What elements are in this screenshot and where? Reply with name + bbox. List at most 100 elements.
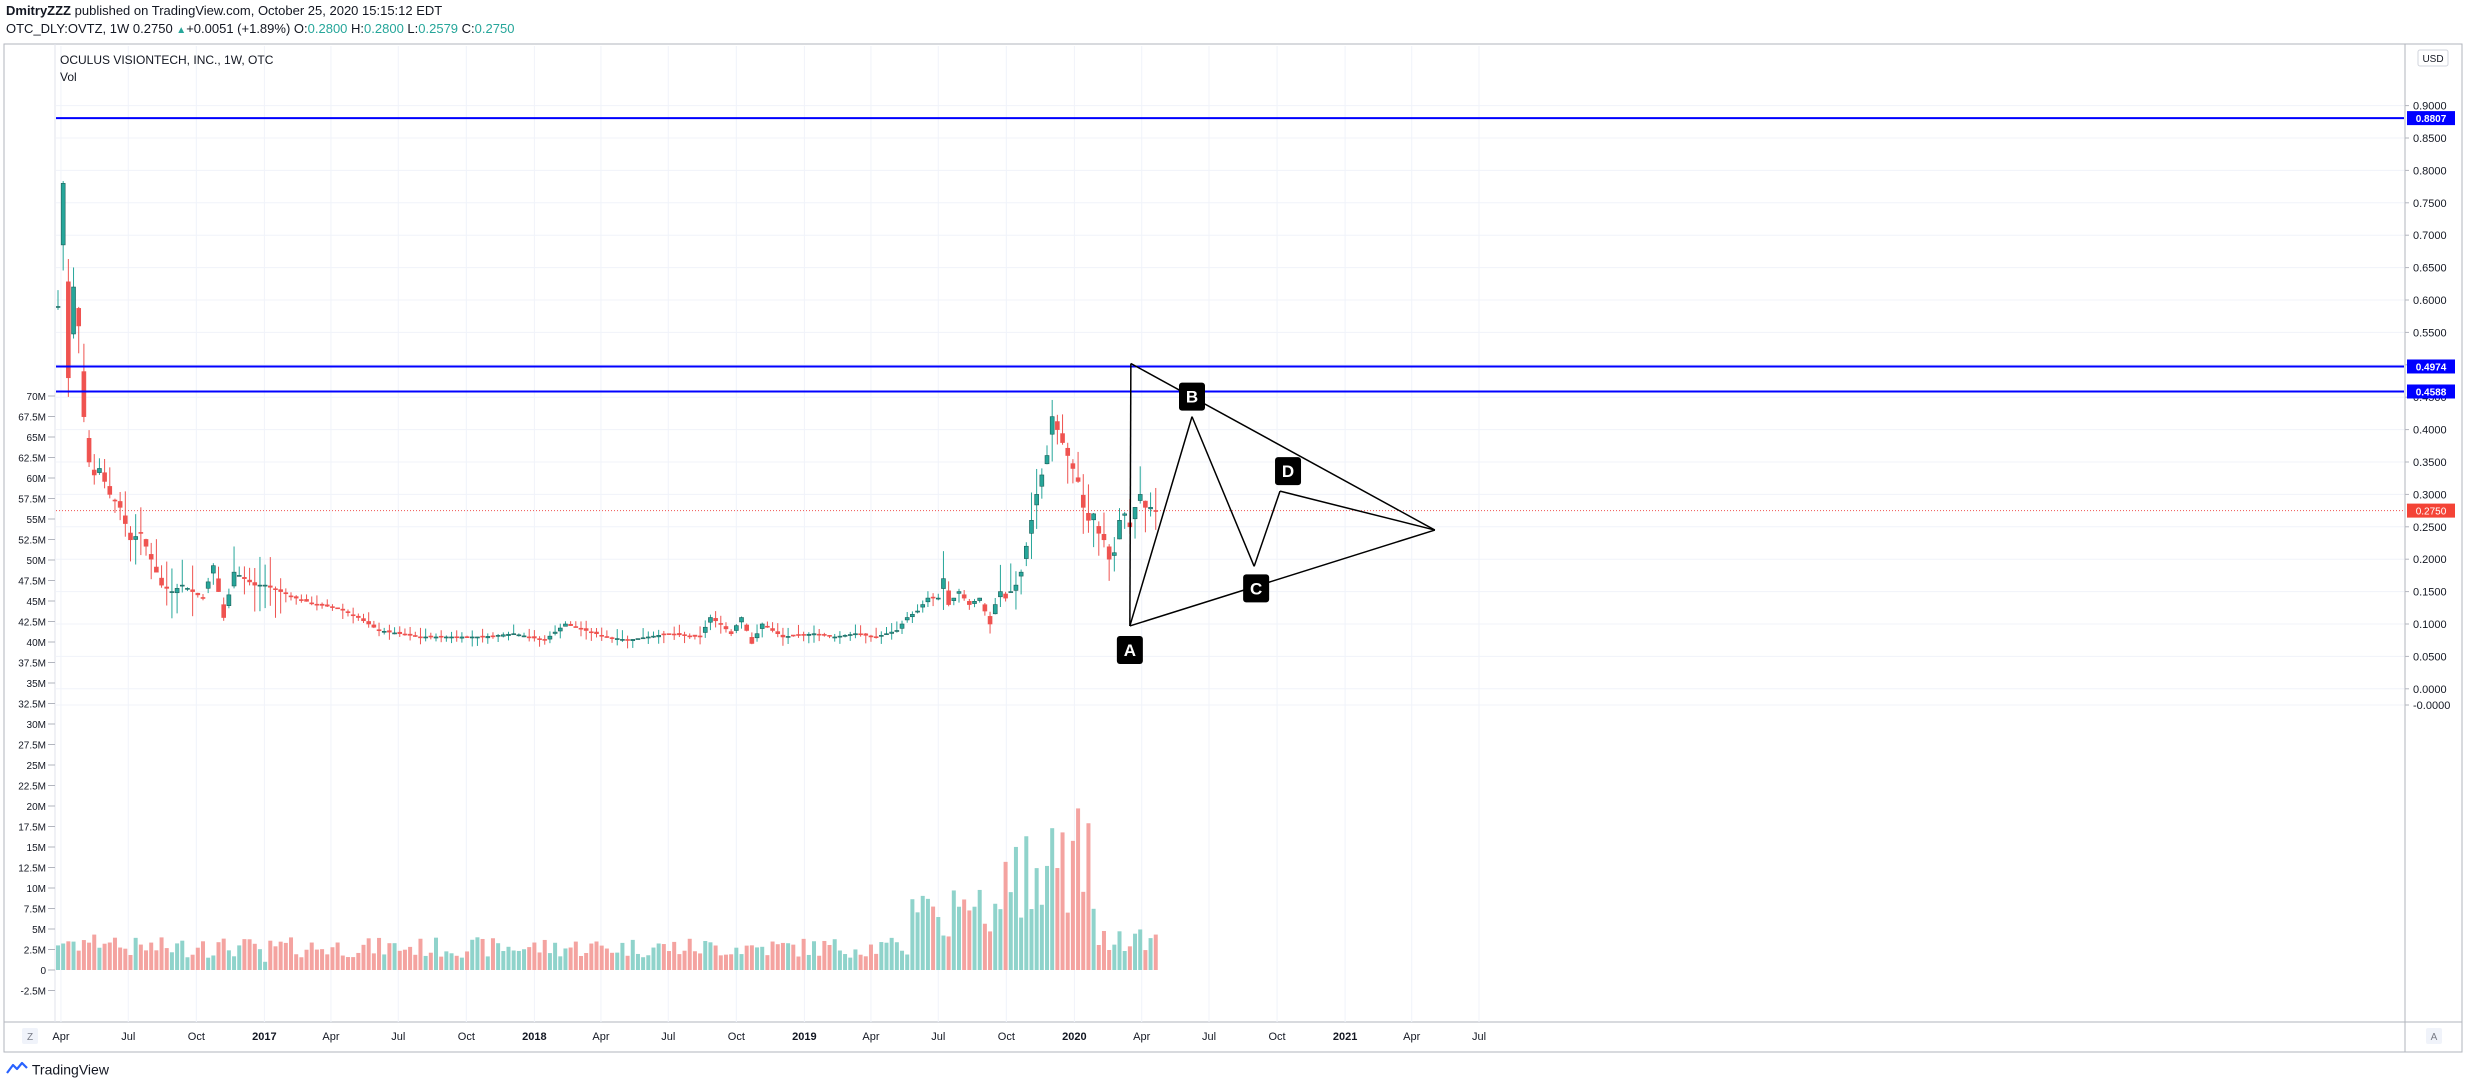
pattern-point-label: A [1124,641,1136,660]
time-tick-label: Jul [931,1031,945,1043]
candle [1070,459,1076,484]
volume-tick-label: 42.5M [18,618,46,629]
volume-bar [894,942,899,970]
volume-bar [931,906,936,970]
price-tick-label: 0.7500 [2413,198,2447,210]
volume-bar [345,957,350,970]
price-tick-label: 0.2000 [2413,554,2447,566]
volume-bar [133,937,138,970]
last-price-label: 0.2750 [2416,507,2447,518]
pattern-point-marker[interactable] [1116,635,1143,664]
candle [801,631,806,642]
volume-bar [610,952,615,970]
candle [713,611,718,628]
volume-bar [247,939,252,970]
pattern-line[interactable] [1129,529,1436,627]
abcd-pattern[interactable]: A B C D [1116,362,1436,664]
volume-bar [941,935,946,970]
volume-tick-label: 0 [40,966,46,977]
volume-bar [1091,908,1096,970]
zoom-button[interactable] [22,1028,38,1044]
candle [56,290,61,310]
time-axis[interactable]: Apr Jul Oct 2017 Apr Jul Oct 2018 Apr Jul Oct 2019 A… [52,1031,1486,1043]
candle [278,578,283,614]
volume-tick-label: 65M [27,433,46,444]
candle [604,630,610,638]
last-price-label-bg [2407,503,2455,518]
candle [992,598,998,615]
horizontal-lines[interactable] [56,117,2404,393]
candle [314,595,320,611]
volume-bar [92,934,97,970]
pattern-line[interactable] [1253,490,1281,567]
pattern-line[interactable] [1191,416,1255,567]
pattern-line[interactable] [1279,490,1436,531]
price-chart[interactable]: 70M 67.5M 65M 62.5M 60M 57.5M 55M 52.5M 50M 47.5M… [0,0,2468,1060]
pattern-point-marker[interactable] [1275,457,1302,486]
volume-bar [806,954,811,970]
volume-bar [423,955,428,970]
volume-bar [713,945,718,970]
volume-tick-label: 40M [27,638,46,649]
volume-bar [837,950,842,970]
close-value: 0.2750 [474,21,515,36]
volume-bar [221,938,226,970]
candle [847,631,853,641]
volume-bar [325,954,330,970]
volume-bar [392,943,397,970]
candle [646,631,651,644]
candle [687,633,693,639]
volume-bar [175,943,180,970]
volume-bar [667,951,672,970]
time-tick-label: Jul [121,1031,135,1043]
time-tick-label: Oct [998,1031,1015,1043]
candle [987,611,993,634]
candle [785,627,791,644]
candle [1137,466,1143,504]
volume-bar [128,954,133,970]
volume-tick-label: 17.5M [18,823,46,834]
candle [723,622,729,633]
volume-bar [335,942,340,970]
pattern-point-marker[interactable] [1243,574,1270,603]
volume-bar [169,952,174,970]
volume-bar [268,940,273,970]
volume-bar [283,942,288,970]
volume-bar [485,956,490,970]
currency-button[interactable] [2417,49,2449,67]
volume-bar [594,941,599,970]
volume-tick-label: 57.5M [18,495,46,506]
price-tick-label: 0.6000 [2413,295,2447,307]
volume-bar [988,931,993,970]
price-tick-label: 0.9000 [2413,101,2447,113]
candle [614,629,620,646]
footer-brand[interactable]: TradingView [6,1060,109,1078]
pattern-line[interactable] [1129,416,1193,627]
volume-bar [278,941,283,970]
volume-bar [682,950,687,970]
auto-scale-button[interactable] [2426,1028,2442,1044]
candle [433,633,439,642]
candle [226,588,232,609]
volume-tick-label: 47.5M [18,577,46,588]
candle [1086,484,1091,533]
volume-bar [444,951,449,970]
volume-bar [232,956,237,970]
volume-bar [1138,929,1143,970]
volume-bar [1112,944,1117,970]
candle [190,565,195,617]
legend-title: OCULUS VISIONTECH, INC., 1W, OTC [60,53,274,67]
volume-bar [138,944,143,970]
pattern-point-marker[interactable] [1179,382,1205,411]
candle [236,566,242,577]
volume-bar [625,955,630,970]
volume-bar [692,951,697,970]
candle [946,581,951,607]
zoom-label: Z [27,1032,33,1043]
volume-bar [1107,949,1112,970]
price-change: +0.0051 (+1.89%) [186,21,291,36]
candle [542,635,548,645]
pattern-line[interactable] [1129,363,1132,626]
candle [532,630,537,642]
time-tick-label: Apr [592,1031,609,1043]
